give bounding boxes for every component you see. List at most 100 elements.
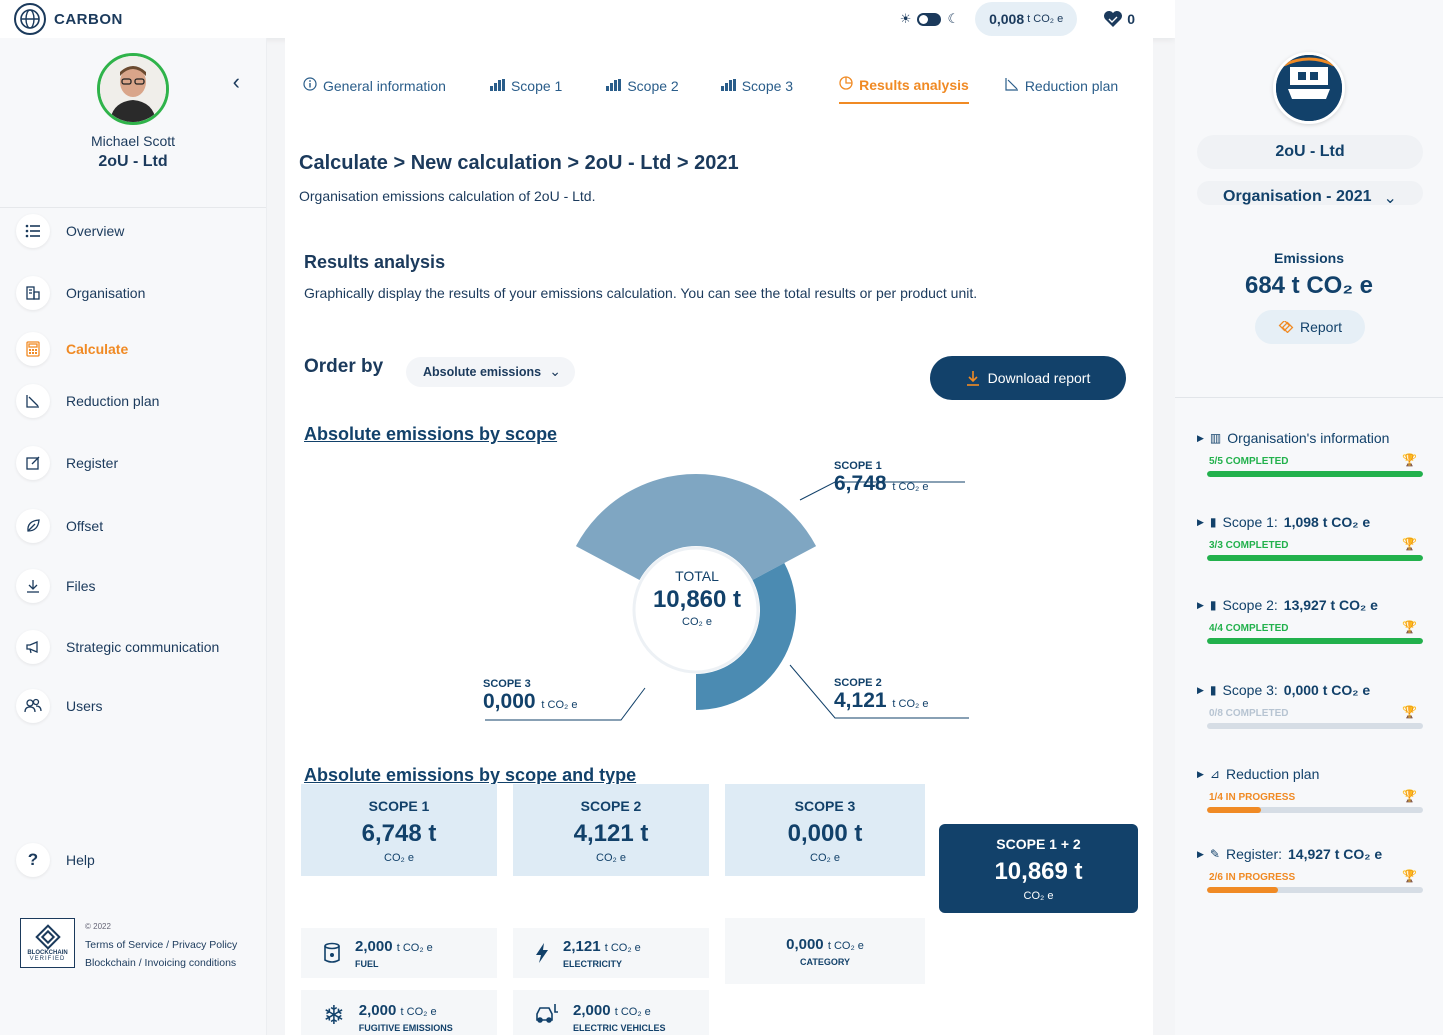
nav-item-register[interactable]: Register: [16, 446, 118, 480]
progress-title: Organisation's information: [1227, 430, 1390, 446]
tab-scope-3[interactable]: Scope 3: [720, 76, 794, 104]
progress-item[interactable]: ▶ ✎ Register: 14,927 t CO₂ e 2/6 IN PROGRES…: [1197, 846, 1423, 893]
tab-results-analysis[interactable]: Results analysis: [839, 76, 969, 104]
tab-scope-1[interactable]: Scope 1: [489, 76, 563, 104]
nav-item-organisation[interactable]: Organisation: [16, 276, 145, 310]
category-item[interactable]: 0,000 t CO₂ e CATEGORY: [725, 918, 925, 984]
users-icon: [16, 689, 50, 723]
blockchain-link[interactable]: Blockchain / Invoicing conditions: [85, 957, 237, 969]
fuel-item[interactable]: 2,000 t CO₂ e FUEL: [301, 928, 497, 978]
org-name-pill[interactable]: 2oU - Ltd: [1197, 135, 1423, 169]
nav-item-calculate[interactable]: Calculate: [16, 332, 128, 366]
report-button[interactable]: Report: [1255, 310, 1365, 344]
leaf-icon: [16, 509, 50, 543]
electricity-item[interactable]: 2,121 t CO₂ e ELECTRICITY: [513, 928, 709, 978]
footer-legal: BLOCKCHAIN VERIFIED © 2022 Terms of Serv…: [20, 918, 237, 972]
order-by-label: Order by: [304, 356, 384, 377]
progress-title: Reduction plan: [1225, 766, 1320, 782]
chart-decline-icon: ⊿: [1209, 767, 1220, 781]
scope3-card[interactable]: SCOPE 3 0,000 t CO₂ e: [725, 784, 925, 876]
chevron-down-icon: ⌄: [549, 363, 561, 379]
nav-item-strategic-communication[interactable]: Strategic communication: [16, 630, 219, 664]
nav-item-users[interactable]: Users: [16, 689, 103, 723]
progress-item[interactable]: ▶ ▥ Organisation's information 5/5 COMPLETE…: [1197, 430, 1423, 477]
nav-item-help[interactable]: ? Help: [16, 843, 95, 877]
download-report-button[interactable]: Download report: [930, 356, 1126, 400]
nav-label: Organisation: [66, 285, 146, 301]
theme-toggle[interactable]: ☀ ☾: [900, 11, 959, 27]
app-logo[interactable]: CARBON: [14, 3, 123, 35]
terms-link[interactable]: Terms of Service / Privacy Policy: [85, 939, 238, 951]
electric-vehicles-item[interactable]: 2,000 t CO₂ e ELECTRIC VEHICLES: [513, 990, 709, 1035]
ev-unit: t CO₂ e: [614, 1006, 651, 1018]
chart-title-by-scope[interactable]: Absolute emissions by scope: [304, 424, 558, 444]
toggle-switch[interactable]: [917, 12, 942, 26]
fuel-barrel-icon: [324, 942, 340, 963]
app-name: CARBON: [54, 10, 123, 28]
progress-status: 1/4 IN PROGRESS: [1209, 792, 1296, 803]
tab-scope-2[interactable]: Scope 2: [606, 76, 679, 104]
report-label: Report: [1299, 319, 1343, 335]
heart-count: 0: [1127, 11, 1135, 27]
tabs: General information Scope 1 Scope 2 Scop…: [303, 76, 1118, 104]
donut-slice-scope2[interactable]: [696, 563, 796, 710]
calculator-icon: [16, 332, 50, 366]
tab-label: Scope 3: [741, 77, 794, 94]
progress-value: 14,927 t CO₂ e: [1288, 846, 1383, 862]
org-period-select[interactable]: Organisation - 2021 ⌄: [1197, 181, 1423, 207]
order-by-select[interactable]: Absolute emissions ⌄: [406, 357, 575, 387]
tab-reduction-plan[interactable]: Reduction plan: [1005, 76, 1118, 104]
list-icon: [16, 214, 50, 248]
section-title: Results analysis: [304, 252, 446, 272]
card-value: 10,869 t: [994, 858, 1083, 885]
organisation-logo[interactable]: [1273, 52, 1345, 124]
progress-item[interactable]: ▶ ▮ Scope 3: 0,000 t CO₂ e 0/8 COMPLETED 🏆: [1197, 682, 1423, 729]
scope1-label: SCOPE 1 6,748 t CO₂ e: [834, 460, 928, 496]
tab-general-information[interactable]: General information: [303, 76, 446, 104]
edit-icon: ✎: [1209, 847, 1220, 861]
chart-decline-icon: [1005, 77, 1019, 94]
progress-title: Scope 1:: [1222, 514, 1278, 530]
nav-item-offset[interactable]: Offset: [16, 509, 103, 543]
progress-item[interactable]: ▶ ⊿ Reduction plan 1/4 IN PROGRESS 🏆: [1197, 766, 1423, 813]
scope1-name: SCOPE 1: [834, 460, 882, 472]
nav-label: Users: [66, 698, 103, 714]
donut-slice-scope1[interactable]: [575, 474, 817, 580]
tab-label: Results analysis: [859, 76, 969, 93]
scope2-unit: t CO₂ e: [892, 698, 929, 710]
tab-label: Scope 1: [510, 77, 563, 94]
right-panel: 2oU - Ltd Organisation - 2021 ⌄ Emission…: [1175, 0, 1443, 1035]
bar-chart-icon: [489, 78, 505, 94]
progress-value: 13,927 t CO₂ e: [1283, 597, 1378, 613]
nav-item-reduction-plan[interactable]: Reduction plan: [16, 384, 159, 418]
progress-item[interactable]: ▶ ▮ Scope 1: 1,098 t CO₂ e 3/3 COMPLETED 🏆: [1197, 514, 1423, 561]
scope2-label: SCOPE 2 4,121 t CO₂ e: [834, 677, 928, 713]
heart-counter[interactable]: 0: [1103, 10, 1135, 28]
trophy-icon: 🏆: [1402, 537, 1417, 551]
total-value: 10,860 t: [652, 586, 742, 613]
progress-status: 5/5 COMPLETED: [1209, 456, 1289, 467]
progress-bar: [1207, 723, 1423, 729]
scope1-card[interactable]: SCOPE 1 6,748 t CO₂ e: [301, 784, 497, 876]
collapse-sidebar-button[interactable]: ‹: [232, 69, 240, 94]
chart-title-by-scope-type[interactable]: Absolute emissions by scope and type: [304, 765, 637, 785]
nav-item-overview[interactable]: Overview: [16, 214, 124, 248]
fugitive-emissions-item[interactable]: ❄ 2,000 t CO₂ e FUGITIVE EMISSIONS: [301, 990, 497, 1035]
breadcrumb: Calculate > New calculation > 2oU - Ltd …: [299, 152, 739, 174]
chart-decline-icon: [16, 384, 50, 418]
profile-section: ‹ Michael Scott 2oU - Ltd: [0, 53, 266, 208]
progress-item[interactable]: ▶ ▮ Scope 2: 13,927 t CO₂ e 4/4 COMPLETED 🏆: [1197, 597, 1423, 644]
ev-value: 2,000: [573, 1002, 611, 1019]
co2-counter[interactable]: 0,008 t CO₂ e: [975, 2, 1078, 36]
scope2-card[interactable]: SCOPE 2 4,121 t CO₂ e: [513, 784, 709, 876]
scope1-2-card[interactable]: SCOPE 1 + 2 10,869 t CO₂ e: [939, 824, 1138, 913]
scope-donut-chart: SCOPE 1 6,748 t CO₂ e SCOPE 2 4,121 t CO…: [285, 420, 1153, 740]
progress-status: 2/6 IN PROGRESS: [1209, 872, 1296, 883]
bar-chart-icon: ▮: [1209, 683, 1217, 697]
progress-fill: [1207, 555, 1423, 561]
avatar[interactable]: [97, 53, 169, 125]
card-unit: CO₂ e: [384, 852, 414, 864]
caret-right-icon: ▶: [1197, 684, 1204, 695]
nav-item-files[interactable]: Files: [16, 569, 96, 603]
card-label: SCOPE 2: [580, 798, 642, 814]
